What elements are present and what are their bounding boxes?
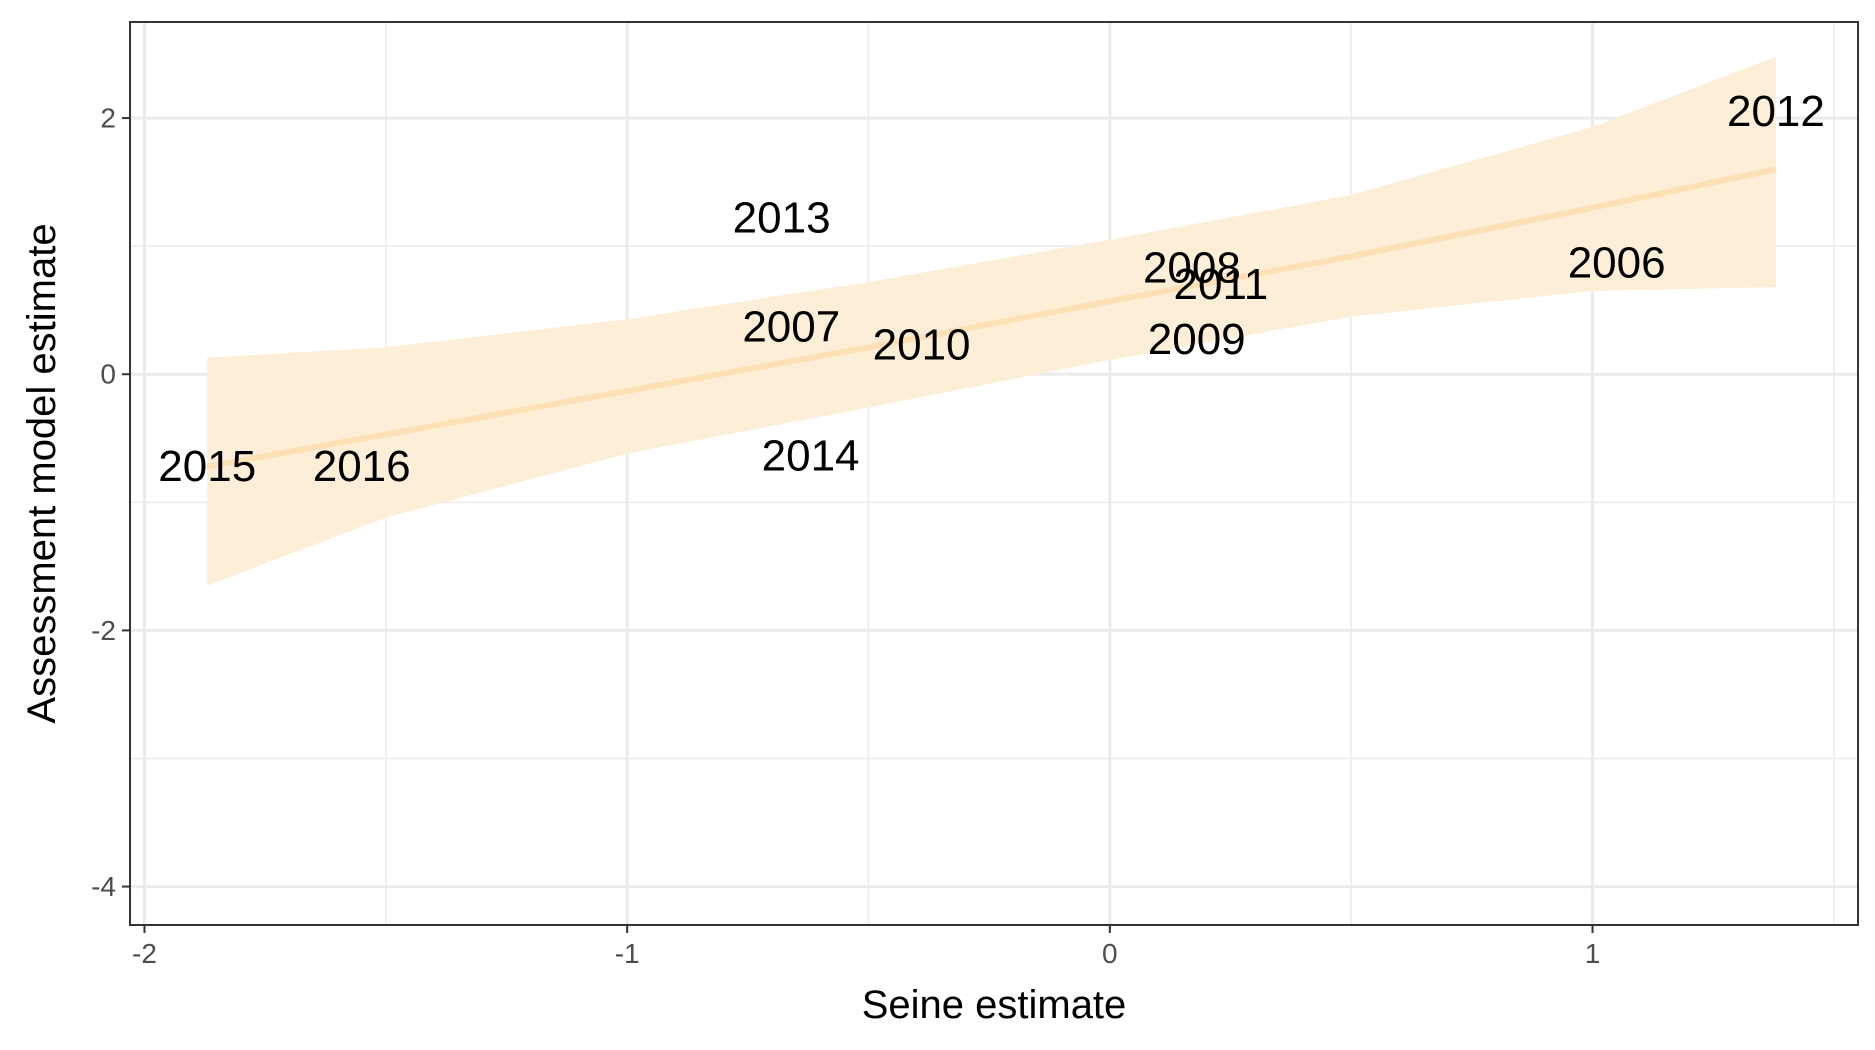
y-axis-title: Assessment model estimate (20, 223, 64, 723)
x-tick-label: -1 (615, 938, 640, 969)
x-tick-label: 0 (1102, 938, 1118, 969)
y-tick-label: -4 (91, 871, 116, 902)
y-tick-label: -2 (91, 615, 116, 646)
point-label-2014: 2014 (762, 432, 860, 481)
x-tick-label: 1 (1585, 938, 1601, 969)
y-axis: -4 -2 0 2 (91, 103, 130, 902)
fit-line-layer (206, 166, 1777, 470)
point-label-2016: 2016 (313, 442, 411, 491)
panel-border (129, 21, 1859, 926)
x-axis: -2 -1 0 1 (132, 925, 1600, 969)
x-tick-label: -2 (132, 938, 157, 969)
point-label-2011: 2011 (1174, 260, 1269, 309)
point-label-2013: 2013 (733, 193, 831, 242)
point-label-2009: 2009 (1148, 315, 1246, 364)
fit-line (206, 166, 1777, 470)
y-tick-label: 2 (100, 103, 116, 134)
point-label-2015: 2015 (158, 442, 256, 491)
point-label-2006: 2006 (1568, 238, 1666, 287)
x-axis-title: Seine estimate (862, 983, 1127, 1027)
y-tick-label: 0 (100, 359, 116, 390)
point-label-2012: 2012 (1727, 87, 1825, 136)
point-label-2008: 2008 (1143, 243, 1241, 292)
point-label-2007: 2007 (742, 302, 840, 351)
point-label-2010: 2010 (873, 320, 971, 369)
